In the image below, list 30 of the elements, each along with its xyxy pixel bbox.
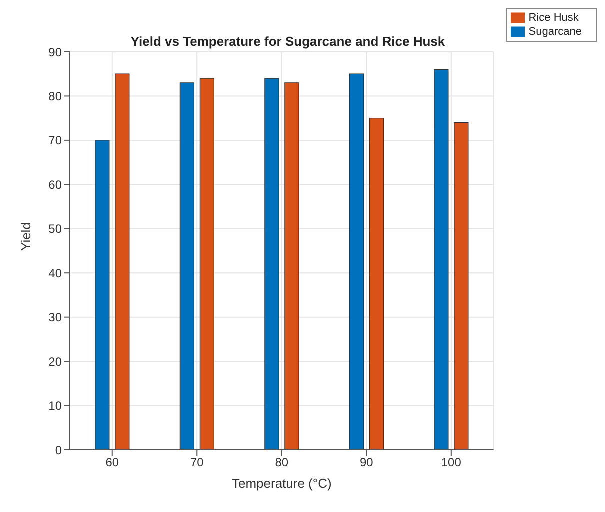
legend-label: Sugarcane xyxy=(528,26,582,38)
x-tick-label: 100 xyxy=(441,456,462,470)
bar xyxy=(200,78,214,450)
bar xyxy=(454,122,469,450)
y-tick-label: 50 xyxy=(48,222,62,236)
y-tick-label: 80 xyxy=(48,89,62,104)
y-tick-label: 40 xyxy=(48,266,62,280)
bar xyxy=(115,74,130,450)
bar xyxy=(95,140,110,450)
y-axis-title: Yield xyxy=(18,222,34,251)
bar xyxy=(349,74,364,450)
y-tick-label: 60 xyxy=(48,178,62,192)
x-tick-label: 80 xyxy=(275,456,289,470)
y-tick-label: 10 xyxy=(48,399,62,414)
x-tick-label: 90 xyxy=(360,456,374,470)
y-tick-label: 90 xyxy=(48,45,62,60)
x-axis-title: Temperature (°C) xyxy=(232,476,332,491)
bar xyxy=(180,82,194,450)
y-tick-label: 20 xyxy=(48,354,62,369)
y-tick-label: 70 xyxy=(48,134,62,148)
legend-label: Rice Husk xyxy=(528,12,579,24)
y-tick-label: 0 xyxy=(55,443,62,458)
x-tick-label: 70 xyxy=(190,456,204,470)
bar xyxy=(284,82,300,450)
y-tick-label: 30 xyxy=(48,310,62,325)
bar xyxy=(434,69,449,450)
x-tick-label: 60 xyxy=(106,456,120,470)
bar xyxy=(369,118,384,450)
bar xyxy=(264,78,280,450)
chart-title: Yield vs Temperature for Sugarcane and Rice Husk xyxy=(130,34,446,49)
